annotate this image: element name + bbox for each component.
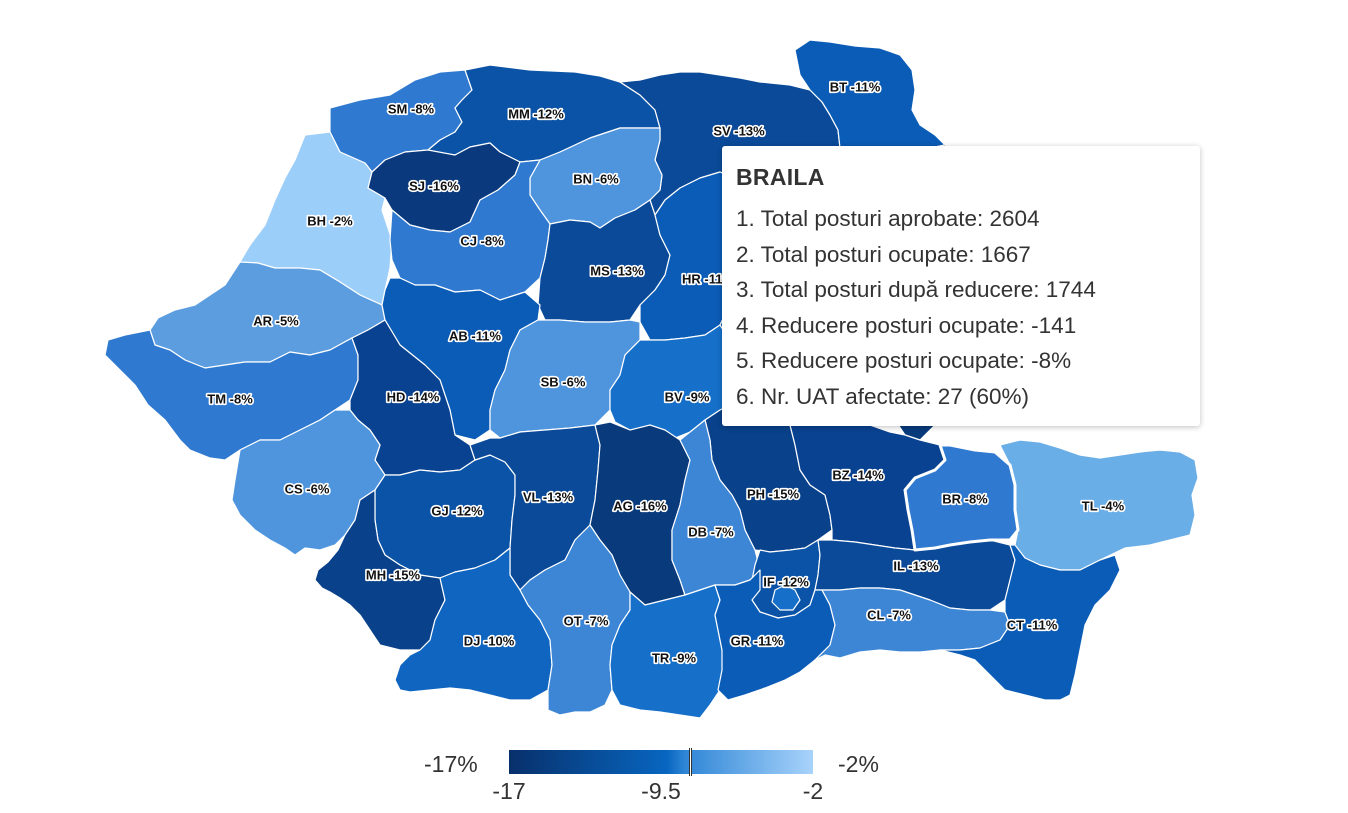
legend-min-label: -17% xyxy=(424,751,478,777)
tooltip-line-occupied: 2. Total posturi ocupate: 1667 xyxy=(736,241,1031,267)
legend-gradient-bar xyxy=(509,750,813,774)
color-scale-legend: -17% -2% -17 -9.5 -2 xyxy=(420,745,900,813)
county-tr[interactable] xyxy=(609,584,726,719)
legend-max-label: -2% xyxy=(838,751,879,777)
county-dj[interactable] xyxy=(394,547,553,701)
county-tooltip: BRAILA 1. Total posturi aprobate: 2604 2… xyxy=(722,146,1200,426)
tooltip-line-uat-affected: 6. Nr. UAT afectate: 27 (60%) xyxy=(736,383,1030,409)
tooltip-line-approved: 1. Total posturi aprobate: 2604 xyxy=(736,206,1040,231)
tooltip-line-after-reduction: 3. Total posturi după reducere: 1744 xyxy=(736,277,1096,303)
legend-tick-max: -2 xyxy=(802,778,824,804)
county-ct[interactable] xyxy=(939,544,1121,701)
tooltip-title: BRAILA xyxy=(736,164,825,190)
legend-tick-min: -17 xyxy=(492,778,526,804)
legend-value-marker xyxy=(689,748,692,776)
county-b[interactable] xyxy=(771,584,801,611)
county-br[interactable] xyxy=(903,443,1020,552)
tooltip-line-reduction-percent: 5. Reducere posturi ocupate: -8% xyxy=(736,348,1072,374)
county-tl[interactable] xyxy=(999,439,1199,571)
tooltip-line-reduction-count: 4. Reducere posturi ocupate: -141 xyxy=(736,312,1077,338)
legend-tick-mid: -9.5 xyxy=(641,778,681,804)
